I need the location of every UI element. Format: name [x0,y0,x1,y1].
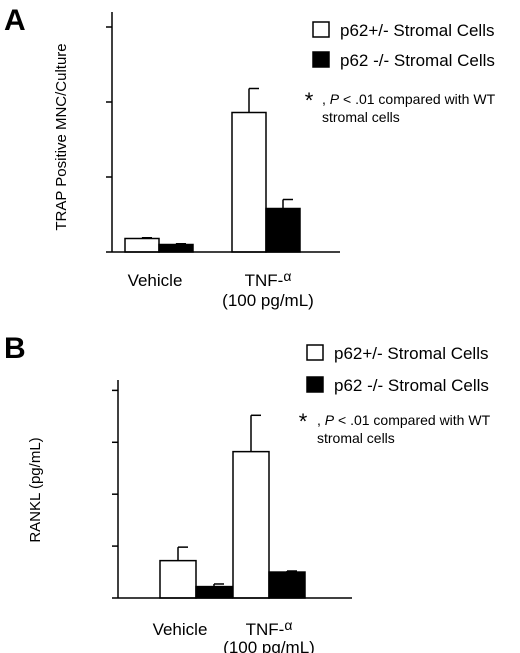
panel-a: A TRAP Positive MNC/Culture Vehicle TNF-α… [4,4,496,310]
legend-label: p62+/- Stromal Cells [340,21,494,40]
legend-swatch [312,21,330,38]
category-labels-a: Vehicle TNF-α(100 pg/mL) [128,268,314,310]
note-star: * [305,88,314,113]
category-label-greek: α [283,268,291,284]
panel-b: B RANKL (pg/mL) Vehicle TNF-α(100 pg/mL) … [4,332,491,653]
y-ticks-a [106,26,112,253]
y-axis-title-b: RANKL (pg/mL) [27,437,44,542]
y-ticks-b [112,389,118,599]
bar-p62-ko-vehicle [158,243,194,253]
bar-p62-ko-tnf [268,571,306,599]
bars-a [124,87,301,253]
legend-swatch [306,376,324,393]
note-line2: stromal cells [317,430,395,446]
category-label-greek: α [284,617,292,633]
category-label-line2: (100 pg/mL) [223,638,315,653]
category-labels-b: Vehicle TNF-α(100 pg/mL) [153,617,315,653]
category-label: Vehicle [128,271,183,290]
legend-swatch [312,51,330,68]
panel-letter-b: B [4,332,26,365]
category-label-text: Vehicle [153,620,208,639]
note-sep: , [322,91,330,107]
note-star: * [299,409,308,434]
legend-a: p62+/- Stromal Cells p62 -/- Stromal Cell… [312,21,495,70]
category-label: TNF-α [245,268,292,290]
category-label: TNF-α [246,617,293,639]
legend-label: p62 -/- Stromal Cells [334,376,489,395]
note-rest: < .01 compared with WT [339,91,495,107]
note-rest: < .01 compared with WT [334,412,490,428]
bar-p62-het-tnf [231,111,267,253]
note-p: P [330,91,340,107]
legend-label: p62 -/- Stromal Cells [340,51,495,70]
y-axis-title-a: TRAP Positive MNC/Culture [53,43,70,230]
legend-label: p62+/- Stromal Cells [334,344,488,363]
bar-p62-het-vehicle [159,559,197,599]
category-label-line2: (100 pg/mL) [222,291,314,310]
legend-b: p62+/- Stromal Cells p62 -/- Stromal Cell… [306,344,489,395]
bar-p62-ko-tnf [265,207,301,253]
category-label-text: TNF- [245,271,284,290]
bar-p62-het-vehicle [124,237,160,253]
bar-p62-ko-vehicle [195,585,233,599]
note-line2: stromal cells [322,109,400,125]
legend-swatch [306,344,324,361]
note-sep: , [317,412,325,428]
bars-b [159,414,306,599]
category-label-text: Vehicle [128,271,183,290]
category-label-text: TNF- [246,620,285,639]
note-text: , P < .01 compared with WT [317,412,491,428]
note-text: , P < .01 compared with WT [322,91,496,107]
note-p: P [325,412,335,428]
category-label: Vehicle [153,620,208,639]
panel-letter-a: A [4,4,26,37]
bar-p62-het-tnf [232,450,270,599]
